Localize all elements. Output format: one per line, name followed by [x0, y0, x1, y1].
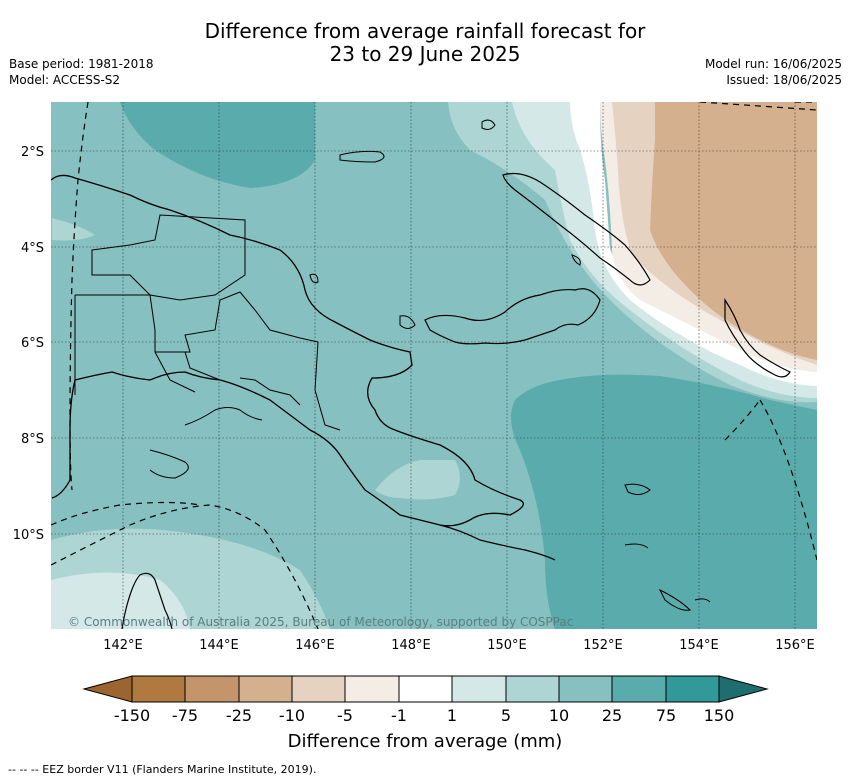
meta-right: Model run: 16/06/2025 Issued: 18/06/2025 — [705, 56, 842, 88]
lon-labels: 142°E 144°E 146°E 148°E 150°E 152°E 154°… — [103, 638, 815, 653]
colorbar-tick: 1 — [446, 706, 458, 725]
colorbar-tick: -1 — [391, 706, 407, 725]
colorbar-tick: -75 — [171, 706, 199, 725]
lon-label: 142°E — [103, 638, 143, 653]
light-teal-ne — [448, 102, 817, 403]
colorbar-swatch — [398, 675, 453, 703]
colorbar-tick: 5 — [500, 706, 512, 725]
mid-brown — [650, 102, 817, 360]
colorbar — [82, 675, 769, 703]
bougainville-island — [724, 298, 791, 378]
colorbar-swatch — [451, 675, 507, 703]
map-area: © Commonwealth of Australia 2025, Bureau… — [51, 102, 817, 629]
white-band — [570, 102, 817, 386]
colorbar-swatch — [665, 675, 720, 703]
colorbar-swatch — [238, 675, 293, 703]
manus-island — [339, 119, 496, 163]
new-guinea-coastline — [51, 174, 524, 527]
issued-text: Issued: 18/06/2025 — [726, 73, 842, 87]
lon-label: 146°E — [295, 638, 335, 653]
colorbar-tick: -5 — [337, 706, 353, 725]
map-title: Difference from average rainfall forecas… — [0, 20, 850, 66]
pale-teal-sw — [51, 572, 190, 629]
lat-labels: 2°S 4°S 6°S 8°S 10°S — [13, 145, 44, 543]
gulf-of-papua — [149, 407, 263, 479]
lon-label: 150°E — [487, 638, 527, 653]
meta-left: Base period: 1981-2018 Model: ACCESS-S2 — [9, 56, 154, 88]
new-britain-island — [424, 288, 601, 345]
province-borders — [74, 214, 341, 431]
light-teal-west — [52, 218, 95, 241]
lat-label: 10°S — [13, 528, 44, 543]
model-text: Model: ACCESS-S2 — [9, 73, 121, 87]
colorbar-tick: 10 — [548, 706, 570, 725]
copyright-text: © Commonwealth of Australia 2025, Bureau… — [68, 615, 573, 629]
model-run-text: Model run: 16/06/2025 — [704, 57, 842, 71]
lon-label: 156°E — [775, 638, 815, 653]
lat-label: 2°S — [21, 145, 44, 160]
lat-label: 8°S — [21, 432, 44, 447]
lon-label: 154°E — [679, 638, 719, 653]
lat-label: 6°S — [21, 336, 44, 351]
dark-teal-se — [511, 374, 817, 629]
colorbar-tick: -10 — [278, 706, 306, 725]
colorbar-tick: -25 — [225, 706, 253, 725]
light-teal-patch — [375, 460, 460, 500]
eez-note: -- -- -- EEZ border V11 (Flanders Marine… — [8, 763, 317, 776]
cape-york-coastline — [121, 572, 173, 629]
gridlines — [51, 102, 817, 629]
colorbar-swatch — [131, 675, 186, 703]
colorbar-swatch — [611, 675, 667, 703]
colorbar-swatch — [505, 675, 560, 703]
title-line-1: Difference from average rainfall forecas… — [204, 19, 646, 43]
base-period-text: Base period: 1981-2018 — [9, 57, 154, 71]
colorbar-swatch — [344, 675, 400, 703]
colorbar-swatch — [558, 675, 613, 703]
eastern-islands — [309, 254, 711, 611]
colorbar-tick: 150 — [703, 706, 735, 725]
dark-teal-north — [120, 102, 315, 188]
colorbar-tick: 75 — [655, 706, 677, 725]
lon-label: 152°E — [583, 638, 623, 653]
lon-label: 148°E — [391, 638, 431, 653]
papuan-peninsula — [439, 524, 556, 561]
title-line-2: 23 to 29 June 2025 — [329, 42, 521, 66]
colorbar-max-extension — [718, 675, 769, 703]
lat-label: 4°S — [21, 241, 44, 256]
colorbar-title: Difference from average (mm) — [287, 731, 563, 752]
colorbar-swatch — [291, 675, 346, 703]
colorbar-min-extension — [82, 675, 133, 703]
eez-borders — [51, 102, 817, 629]
colorbar-tick: 25 — [601, 706, 623, 725]
new-ireland-island — [502, 172, 651, 286]
colorbar-tick: -150 — [113, 706, 151, 725]
lon-label: 144°E — [199, 638, 239, 653]
colorbar-swatch — [184, 675, 240, 703]
